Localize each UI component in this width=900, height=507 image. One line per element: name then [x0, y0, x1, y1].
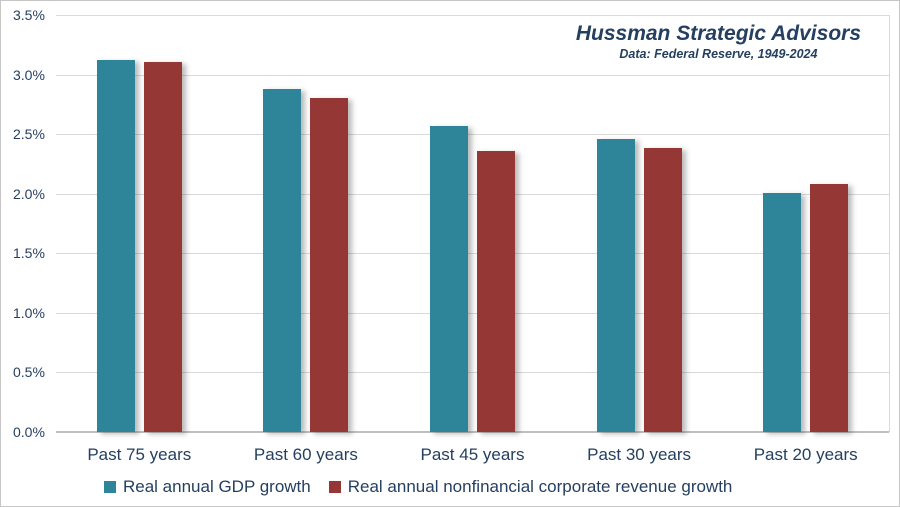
gdp-growth-bar: [763, 192, 802, 432]
plot-area-right-border: [889, 15, 890, 432]
y-tick-label: 2.0%: [13, 186, 45, 202]
gridline: [56, 134, 889, 135]
y-tick-label: 3.0%: [13, 67, 45, 83]
legend-item: Real annual GDP growth: [104, 477, 311, 497]
y-tick-label: 0.0%: [13, 424, 45, 440]
corporate-revenue-growth-bar: [810, 184, 849, 432]
legend-swatch-icon: [328, 481, 341, 493]
x-axis-line: [56, 431, 889, 433]
chart-title: Hussman Strategic Advisors: [575, 22, 861, 45]
y-tick-label: 2.5%: [13, 126, 45, 142]
corporate-revenue-growth-bar: [643, 148, 682, 432]
gridline: [56, 194, 889, 195]
legend-label: Real annual GDP growth: [123, 477, 311, 496]
x-category-label: Past 30 years: [587, 445, 692, 464]
chart-subtitle: Data: Federal Reserve, 1949-2024: [619, 47, 818, 61]
gridline: [56, 15, 889, 16]
x-category-label: Past 60 years: [253, 445, 358, 464]
y-tick-label: 0.5%: [13, 364, 45, 380]
gdp-growth-bar: [263, 88, 302, 432]
gdp-growth-bar: [430, 125, 468, 432]
corporate-revenue-growth-bar: [143, 61, 182, 432]
x-category-label: Past 45 years: [420, 445, 525, 464]
gridline: [56, 75, 889, 76]
gridline: [56, 253, 889, 254]
y-tick-label: 1.0%: [13, 305, 45, 321]
corporate-revenue-growth-bar: [310, 98, 349, 432]
legend-label: Real annual nonfinancial corporate reven…: [347, 477, 733, 496]
x-category-label: Past 20 years: [753, 445, 858, 464]
y-tick-label: 3.5%: [13, 7, 45, 23]
gdp-growth-bar: [596, 138, 635, 432]
legend-swatch-icon: [104, 481, 116, 493]
gridline: [56, 313, 889, 314]
legend-item: Real annual nonfinancial corporate reven…: [328, 477, 733, 497]
gdp-growth-bar: [96, 60, 135, 432]
legend: Real annual GDP growth Real annual nonfin…: [104, 477, 732, 497]
corporate-revenue-growth-bar: [477, 150, 515, 432]
gridline: [56, 372, 889, 373]
x-category-label: Past 75 years: [87, 445, 192, 464]
y-tick-label: 1.5%: [13, 245, 45, 261]
chart-header: Hussman Strategic Advisors Data: Federal…: [576, 21, 861, 62]
